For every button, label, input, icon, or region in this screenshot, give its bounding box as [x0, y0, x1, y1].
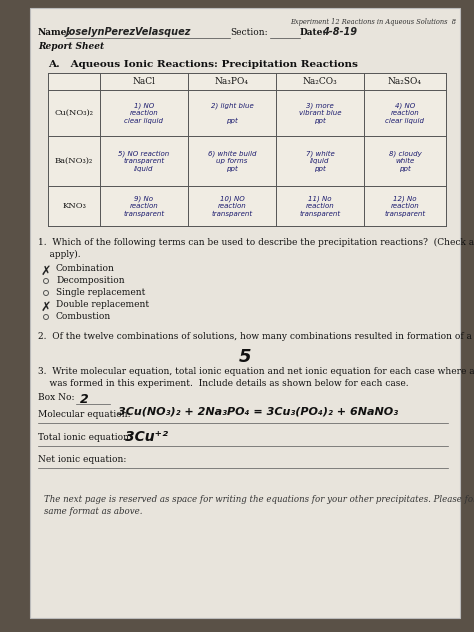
Text: Net ionic equation:: Net ionic equation:	[38, 455, 127, 464]
Text: Experiment 12 Reactions in Aqueous Solutions  8: Experiment 12 Reactions in Aqueous Solut…	[290, 18, 456, 26]
Text: 4) NO
reaction
clear liquid: 4) NO reaction clear liquid	[385, 102, 425, 123]
Text: 12) No
reaction
transparent: 12) No reaction transparent	[384, 195, 426, 217]
Text: 2: 2	[80, 393, 89, 406]
Text: ✗: ✗	[41, 301, 51, 314]
Text: 1.  Which of the following terms can be used to describe the precipitation react: 1. Which of the following terms can be u…	[38, 238, 474, 259]
Text: Total ionic equation:: Total ionic equation:	[38, 433, 132, 442]
Text: 2.  Of the twelve combinations of solutions, how many combinations resulted in f: 2. Of the twelve combinations of solutio…	[38, 332, 474, 341]
Text: 6) white build
up forms
ppt: 6) white build up forms ppt	[208, 150, 256, 172]
Text: Decomposition: Decomposition	[56, 276, 125, 285]
Text: 5) NO reaction
transparent
liquid: 5) NO reaction transparent liquid	[118, 150, 170, 172]
Text: Combustion: Combustion	[56, 312, 111, 321]
Text: Box No:: Box No:	[38, 393, 74, 402]
Text: NaCl: NaCl	[133, 77, 155, 86]
Text: 8) cloudy
white
ppt: 8) cloudy white ppt	[389, 150, 421, 171]
Text: Na₂SO₄: Na₂SO₄	[388, 77, 422, 86]
Text: Name:: Name:	[38, 28, 71, 37]
Bar	[48, 73, 446, 226]
Text: 3) more
vibrant blue
ppt: 3) more vibrant blue ppt	[299, 102, 341, 124]
Text: A.   Aqueous Ionic Reactions: Precipitation Reactions: A. Aqueous Ionic Reactions: Precipitatio…	[48, 60, 358, 69]
Text: KNO₃: KNO₃	[62, 202, 86, 210]
Text: The next page is reserved as space for writing the equations for your other prec: The next page is reserved as space for w…	[44, 495, 474, 516]
Text: 9) No
reaction
transparent: 9) No reaction transparent	[123, 195, 164, 217]
Text: JoselynPerezVelasquez: JoselynPerezVelasquez	[66, 27, 191, 37]
Text: 1) NO
reaction
clear liquid: 1) NO reaction clear liquid	[125, 102, 164, 123]
Text: Double replacement: Double replacement	[56, 300, 149, 309]
Text: 3.  Write molecular equation, total ionic equation and net ionic equation for ea: 3. Write molecular equation, total ionic…	[38, 367, 474, 388]
Text: 3Cu⁺²: 3Cu⁺²	[125, 430, 168, 444]
Text: Na₃PO₄: Na₃PO₄	[215, 77, 249, 86]
Text: 4-8-19: 4-8-19	[322, 27, 357, 37]
Text: Ba(NO₃)₂: Ba(NO₃)₂	[55, 157, 93, 165]
Text: 5: 5	[239, 348, 251, 366]
Text: 3Cu(NO₃)₂ + 2Na₃PO₄ = 3Cu₃(PO₄)₂ + 6NaNO₃: 3Cu(NO₃)₂ + 2Na₃PO₄ = 3Cu₃(PO₄)₂ + 6NaNO…	[118, 407, 398, 417]
Text: Report Sheet: Report Sheet	[38, 42, 104, 51]
Text: 11) No
reaction
transparent: 11) No reaction transparent	[300, 195, 340, 217]
Text: Cu(NO₃)₂: Cu(NO₃)₂	[55, 109, 93, 117]
Text: Single replacement: Single replacement	[56, 288, 146, 297]
Text: Section:: Section:	[230, 28, 268, 37]
Text: Molecular equation:: Molecular equation:	[38, 410, 131, 419]
Text: 2) light blue

ppt: 2) light blue ppt	[210, 102, 254, 124]
Text: 7) white
liquid
ppt: 7) white liquid ppt	[306, 150, 334, 172]
Text: ✗: ✗	[41, 265, 51, 278]
Text: Na₂CO₃: Na₂CO₃	[302, 77, 337, 86]
Text: Combination: Combination	[56, 264, 115, 273]
Text: 10) NO
reaction
transparent: 10) NO reaction transparent	[211, 195, 253, 217]
Text: Date:: Date:	[300, 28, 327, 37]
